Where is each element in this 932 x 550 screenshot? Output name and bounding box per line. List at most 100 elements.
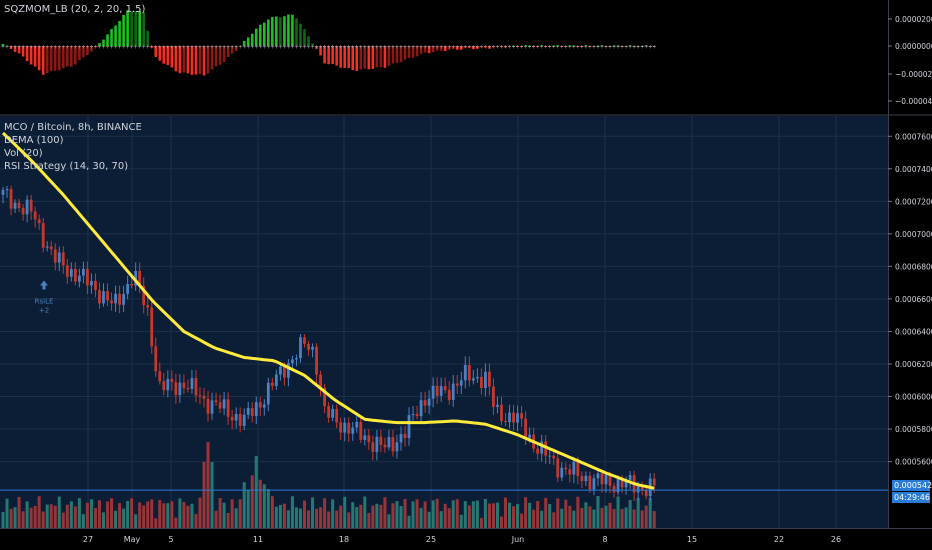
volume-bar xyxy=(327,511,331,528)
squeeze-dot: + xyxy=(447,45,451,51)
volume-bar xyxy=(564,499,568,528)
squeeze-dot: + xyxy=(222,45,226,51)
momentum-bar xyxy=(94,46,97,47)
squeeze-dot: + xyxy=(411,45,415,51)
squeeze-dot: + xyxy=(134,45,138,51)
candle-body xyxy=(174,382,178,396)
main-legend[interactable]: MCO / Bitcoin, 8h, BINANCE DEMA (100) Vo… xyxy=(4,121,142,173)
momentum-bar xyxy=(271,16,274,46)
momentum-bar xyxy=(347,46,351,69)
squeeze-dot: + xyxy=(105,45,109,51)
momentum-price-axis[interactable]: 0.0000200 0.0000000 −0.0000200 −0.0000400 xyxy=(888,15,932,106)
squeeze-dot: + xyxy=(21,45,25,51)
momentum-bar xyxy=(198,46,202,75)
momentum-bar xyxy=(267,19,270,46)
momentum-legend[interactable]: SQZMOM_LB (20, 2, 20, 1.5) xyxy=(4,3,145,16)
squeeze-dot: + xyxy=(274,45,278,51)
squeeze-dot: + xyxy=(439,45,443,51)
candle-body xyxy=(576,461,580,477)
candle-body xyxy=(142,286,146,305)
volume-bar xyxy=(294,507,298,528)
volume-bar xyxy=(130,498,134,528)
candle-body xyxy=(134,270,138,286)
volume-bar xyxy=(73,506,77,528)
volume-bar xyxy=(407,515,411,528)
momentum-bar xyxy=(178,46,182,74)
time-axis[interactable]: 27 May 5 11 18 25 Jun 8 15 22 26 xyxy=(83,535,841,544)
volume-bar xyxy=(516,504,520,528)
volume-bars xyxy=(1,442,656,528)
momentum-bar xyxy=(383,46,387,68)
squeeze-dot: + xyxy=(190,45,194,51)
squeeze-dot: + xyxy=(33,45,37,51)
squeeze-dot: + xyxy=(483,45,487,51)
momentum-bar xyxy=(632,45,636,47)
squeeze-dot: + xyxy=(258,45,262,51)
squeeze-dot: + xyxy=(355,45,359,51)
volume-bar xyxy=(218,497,222,528)
squeeze-dot: + xyxy=(375,45,379,51)
volume-bar xyxy=(483,498,487,528)
momentum-bar xyxy=(395,46,399,63)
momentum-bar xyxy=(560,46,564,47)
vol-legend-label[interactable]: Vol (20) xyxy=(4,148,43,159)
candle-body xyxy=(568,469,572,475)
volume-bar xyxy=(471,501,475,528)
candle-body xyxy=(387,437,391,448)
momentum-bar xyxy=(186,46,190,74)
volume-bar xyxy=(190,503,194,528)
volume-bar xyxy=(77,498,81,528)
candle-body xyxy=(90,280,93,286)
volume-bar xyxy=(339,505,343,528)
momentum-bar xyxy=(552,45,556,47)
squeeze-dot: + xyxy=(1,45,5,51)
time-axis-label: 5 xyxy=(168,535,173,544)
momentum-bar xyxy=(17,46,21,54)
candle-body xyxy=(363,435,367,440)
volume-bar xyxy=(97,500,101,528)
candle-body xyxy=(443,386,447,390)
candle-body xyxy=(194,378,198,396)
main-price-axis[interactable]: 0.0007600 0.0007400 0.0007200 0.0007000 0.00… xyxy=(888,132,932,467)
volume-bar xyxy=(379,504,383,528)
volume-bar xyxy=(298,508,302,528)
momentum-bar xyxy=(57,46,61,71)
momentum-bar xyxy=(250,33,254,46)
momentum-bar xyxy=(544,46,547,47)
candle-body xyxy=(13,202,17,209)
volume-bar xyxy=(13,507,17,528)
candle-body xyxy=(524,418,527,439)
squeeze-dot: + xyxy=(53,45,57,51)
squeeze-dot: + xyxy=(507,45,511,51)
volume-bar xyxy=(29,507,33,528)
squeeze-dot: + xyxy=(576,45,580,51)
rsi-strategy-legend-label[interactable]: RSI Strategy (14, 30, 70) xyxy=(4,161,129,172)
time-axis-label: 18 xyxy=(339,535,349,544)
squeeze-dot: + xyxy=(572,45,576,51)
squeeze-dot: + xyxy=(170,45,174,51)
momentum-bar xyxy=(98,43,101,46)
momentum-legend-label[interactable]: SQZMOM_LB (20, 2, 20, 1.5) xyxy=(4,4,146,15)
price-axis-label: 0.0005800 xyxy=(895,425,932,434)
volume-bar xyxy=(459,514,463,528)
candle-body xyxy=(479,376,483,389)
candle-body xyxy=(246,407,250,415)
squeeze-dot: + xyxy=(5,45,9,51)
volume-bar xyxy=(166,503,170,528)
momentum-bar xyxy=(142,12,145,47)
dema-legend-label[interactable]: DEMA (100) xyxy=(4,135,64,146)
momentum-bar xyxy=(287,14,290,46)
momentum-bar xyxy=(644,45,648,46)
squeeze-dot: + xyxy=(431,45,435,51)
last-price-tag: 0.0005425 xyxy=(892,480,932,491)
squeeze-dot: + xyxy=(194,45,198,51)
symbol-title[interactable]: MCO / Bitcoin, 8h, BINANCE xyxy=(4,122,142,133)
volume-bar xyxy=(331,499,335,528)
squeeze-dot: + xyxy=(391,45,395,51)
momentum-bar xyxy=(21,46,25,57)
momentum-bar xyxy=(331,46,334,65)
volume-bar xyxy=(307,510,311,528)
momentum-bar xyxy=(110,29,113,46)
squeeze-dot: + xyxy=(242,45,246,51)
